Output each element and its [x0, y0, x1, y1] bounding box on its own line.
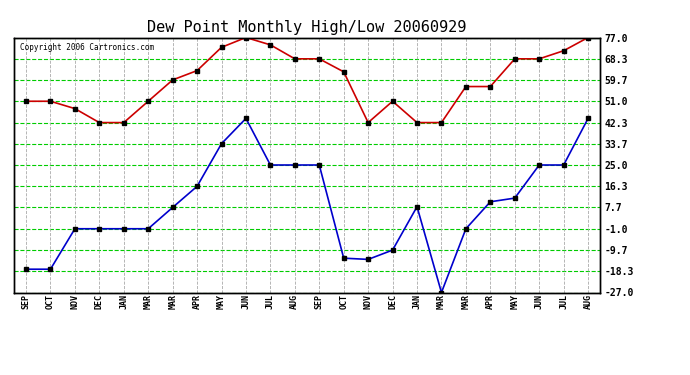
Text: Copyright 2006 Cartronics.com: Copyright 2006 Cartronics.com — [19, 43, 154, 52]
Title: Dew Point Monthly High/Low 20060929: Dew Point Monthly High/Low 20060929 — [148, 20, 466, 35]
